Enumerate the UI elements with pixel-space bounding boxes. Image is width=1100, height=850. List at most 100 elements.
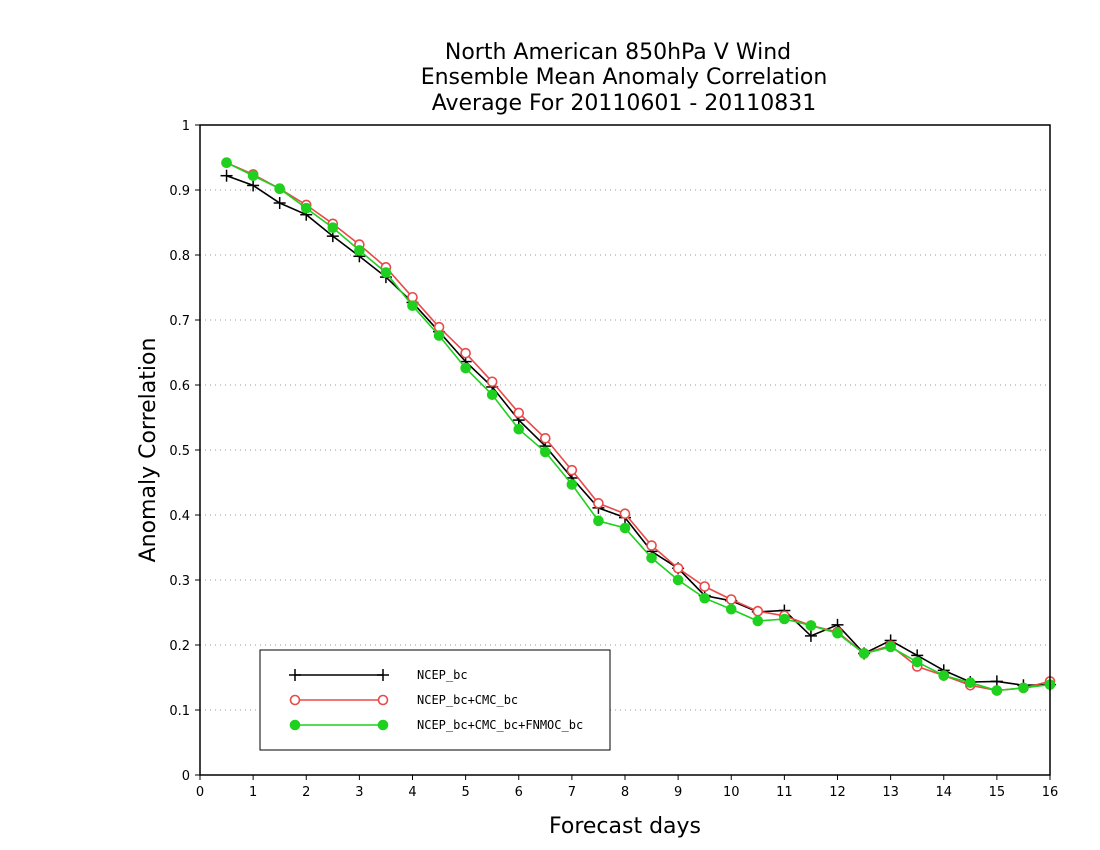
x-axis-title: Forecast days	[549, 814, 701, 839]
legend-marker	[377, 719, 389, 731]
data-point	[672, 562, 684, 574]
legend-label: NCEP_bc+CMC_bc	[417, 693, 518, 707]
y-axis-title: Anomaly Correlation	[136, 338, 161, 563]
x-tick-label: 11	[776, 785, 793, 800]
title-line-2: Ensemble Mean Anomaly Correlation	[421, 65, 828, 90]
data-point	[991, 685, 1003, 696]
x-tick-label: 2	[302, 785, 310, 800]
axis-ticks: 00.10.20.30.40.50.60.70.80.910 1 2 3 4 5 6 7 8 9 1…	[169, 119, 1058, 800]
x-tick-label: 3	[355, 785, 363, 800]
data-point	[965, 677, 976, 689]
x-tick-label: 6	[515, 785, 523, 800]
y-tick-label: 0	[182, 769, 190, 784]
title-line-3: Average For 20110601 - 20110831	[432, 91, 817, 116]
data-point	[460, 362, 471, 374]
data-point	[486, 389, 498, 401]
gridlines	[200, 189, 1050, 711]
data-point	[911, 656, 923, 668]
y-tick-label: 0.4	[169, 509, 190, 524]
x-tick-label: 4	[408, 785, 416, 800]
series-line	[226, 161, 1051, 692]
x-tick-label: 8	[621, 785, 629, 800]
data-point	[274, 183, 285, 194]
x-tick-label: 1	[249, 785, 257, 800]
data-point	[593, 515, 604, 527]
x-tick-label: 16	[1042, 785, 1059, 800]
data-point	[646, 540, 657, 551]
data-point	[938, 670, 950, 681]
y-tick-label: 0.7	[169, 314, 190, 329]
chart-title: North American 850hPa V Wind Ensemble Me…	[421, 40, 828, 116]
data-point	[858, 648, 870, 659]
legend-entry: NCEP_bc	[289, 668, 468, 682]
data-point	[752, 615, 764, 627]
data-point	[486, 376, 498, 388]
x-tick-label: 5	[461, 785, 469, 800]
legend-marker	[289, 669, 301, 681]
data-point	[540, 432, 551, 444]
data-point	[327, 222, 339, 233]
data-point	[699, 592, 710, 604]
data-point	[354, 245, 365, 256]
x-tick-label: 12	[829, 785, 846, 800]
data-point	[513, 423, 525, 435]
plot-frame	[199, 124, 1051, 776]
x-tick-label: 14	[935, 785, 952, 800]
title-line-1: North American 850hPa V Wind	[445, 40, 791, 65]
y-tick-label: 0.2	[169, 639, 190, 654]
data-point	[273, 197, 286, 209]
x-tick-label: 10	[723, 785, 740, 800]
legend-marker	[289, 694, 301, 706]
series-line	[226, 174, 1051, 687]
data-point	[804, 629, 817, 642]
legend-marker	[377, 694, 389, 706]
y-tick-label: 0.8	[169, 249, 190, 264]
y-tick-label: 1	[182, 119, 190, 134]
data-point	[247, 179, 260, 192]
series-3	[221, 157, 1056, 696]
data-point	[566, 464, 578, 476]
data-point	[407, 291, 418, 303]
y-tick-label: 0.3	[169, 574, 190, 589]
data-point	[725, 603, 737, 615]
data-point	[805, 620, 817, 631]
data-point	[593, 497, 604, 509]
data-point	[672, 574, 684, 586]
y-tick-label: 0.5	[169, 444, 190, 459]
data-point	[247, 170, 259, 181]
x-tick-label: 0	[196, 785, 204, 800]
data-point	[885, 641, 896, 653]
data-point	[540, 446, 551, 458]
x-tick-label: 13	[882, 785, 899, 800]
series-1	[220, 169, 1056, 692]
data-point	[1018, 682, 1029, 694]
data-point	[725, 594, 737, 605]
data-point	[460, 347, 471, 359]
data-point	[513, 407, 525, 419]
data-point	[407, 300, 418, 312]
data-point	[566, 479, 578, 490]
y-tick-label: 0.9	[169, 184, 190, 199]
data-point	[779, 613, 790, 625]
legend-marker	[377, 669, 389, 681]
x-tick-label: 9	[674, 785, 682, 800]
data-point	[380, 267, 392, 278]
data-point	[619, 522, 631, 534]
data-point	[433, 321, 445, 333]
y-tick-label: 0.6	[169, 379, 190, 394]
legend-label: NCEP_bc+CMC_bc+FNMOC_bc	[417, 718, 583, 732]
x-tick-label: 15	[989, 785, 1006, 800]
data-point	[300, 202, 312, 214]
legend: NCEP_bc NCEP_bc+CMC_bc NCEP_bc+CMC_bc+FNMO…	[259, 649, 611, 751]
data-point	[619, 508, 631, 520]
legend-label: NCEP_bc	[417, 668, 468, 682]
data-point	[832, 628, 843, 639]
legend-entry: NCEP_bc+CMC_bc	[289, 693, 518, 707]
data-point	[646, 552, 657, 564]
series-layer	[220, 157, 1056, 696]
legend-entry: NCEP_bc+CMC_bc+FNMOC_bc	[289, 718, 583, 732]
data-point	[221, 157, 232, 168]
y-tick-label: 0.1	[169, 704, 190, 719]
data-point	[433, 330, 445, 341]
